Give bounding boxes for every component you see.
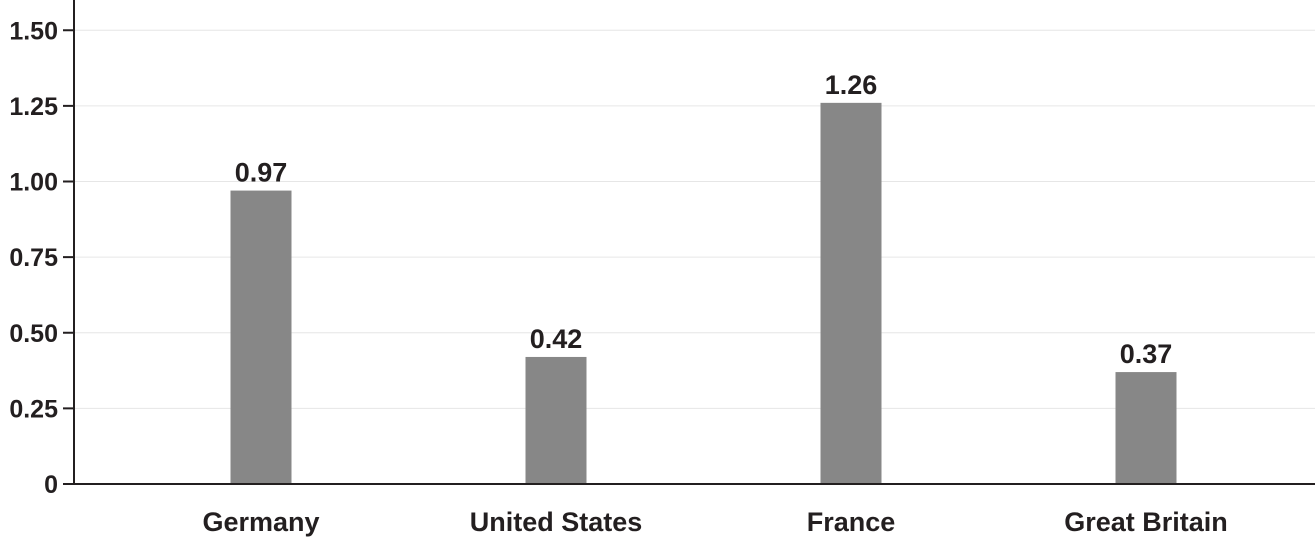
- y-tick-label: 0.50: [9, 320, 58, 348]
- bar: [1115, 372, 1177, 484]
- data-label: 0.97: [235, 158, 288, 188]
- data-label: 0.42: [530, 324, 583, 354]
- y-tick-label: 0.75: [9, 244, 58, 272]
- data-label: 0.37: [1120, 339, 1173, 369]
- x-category-label: United States: [470, 507, 643, 537]
- data-label: 1.26: [825, 70, 878, 100]
- bar: [525, 356, 587, 484]
- x-category-label: Great Britain: [1064, 507, 1228, 537]
- bar: [230, 190, 292, 484]
- y-tick-label: 0: [44, 471, 58, 499]
- x-category-label: Germany: [202, 507, 319, 537]
- x-category-label: France: [807, 507, 896, 537]
- y-tick-label: 1.25: [9, 93, 58, 121]
- bar: [820, 102, 882, 484]
- y-tick-label: 1.00: [9, 169, 58, 197]
- y-tick-label: 1.50: [9, 17, 58, 45]
- y-tick-label: 0.25: [9, 395, 58, 423]
